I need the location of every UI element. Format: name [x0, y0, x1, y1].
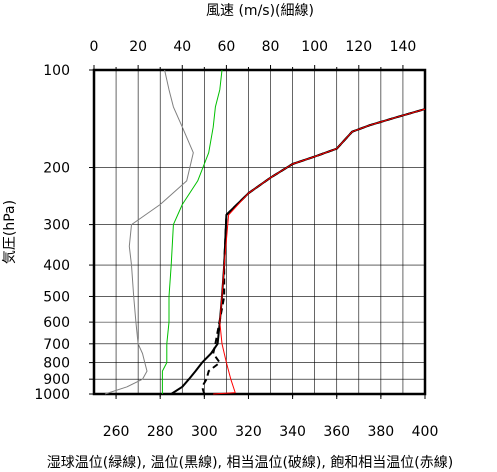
pressure-tick-label: 1000 — [34, 387, 70, 403]
theta-tick-label: 380 — [367, 424, 394, 440]
temperature-axis-title: 湿球温位(緑線), 温位(黒線), 相当温位(破線), 飽和相当温位(赤線) — [47, 454, 453, 471]
pressure-tick-label: 900 — [43, 372, 70, 388]
theta-tick-label: 340 — [279, 424, 306, 440]
wind-tick-label: 120 — [345, 39, 372, 55]
wind-tick-label: 140 — [390, 39, 417, 55]
pressure-tick-label: 800 — [43, 356, 70, 372]
wind-tick-label: 60 — [217, 39, 235, 55]
pressure-tick-label: 300 — [43, 218, 70, 234]
wind-tick-label: 0 — [90, 39, 99, 55]
pressure-tick-label: 700 — [43, 337, 70, 353]
equivalent-potential-temperature-line — [201, 108, 426, 395]
tick-labels: 0 20 40 60 80 100 120 140 260 280 300 320 340 360 380 4… — [34, 39, 438, 440]
pressure-axis-title: 気圧(hPa) — [2, 200, 18, 264]
wind-axis-title: 風速 (m/s)(細線) — [206, 3, 314, 19]
pressure-tick-label: 100 — [43, 63, 70, 79]
theta-tick-label: 400 — [412, 424, 439, 440]
theta-tick-label: 360 — [323, 424, 350, 440]
wet-bulb-potential-temperature-line — [161, 69, 223, 394]
gridlines — [94, 69, 425, 395]
pressure-tick-label: 500 — [43, 289, 70, 305]
pressure-tick-label: 200 — [43, 161, 70, 177]
saturated-equivalent-potential-temperature-line — [213, 108, 426, 395]
theta-tick-label: 320 — [235, 424, 262, 440]
series-layer — [104, 69, 426, 395]
pressure-tick-label: 600 — [43, 315, 70, 331]
theta-tick-label: 300 — [191, 424, 218, 440]
plot-frame — [92, 68, 427, 396]
wind-tick-label: 20 — [129, 39, 147, 55]
wind-tick-label: 40 — [173, 39, 191, 55]
pressure-tick-label: 400 — [43, 258, 70, 274]
wind-speed-line — [104, 69, 194, 395]
wind-tick-label: 100 — [301, 39, 328, 55]
wind-tick-label: 80 — [262, 39, 280, 55]
theta-tick-label: 280 — [147, 424, 174, 440]
theta-tick-label: 260 — [103, 424, 130, 440]
